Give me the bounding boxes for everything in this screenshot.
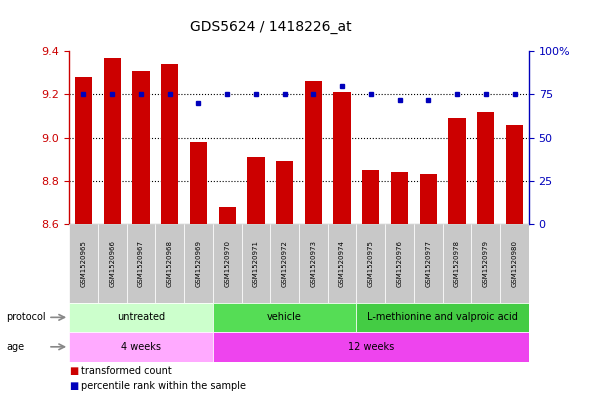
Text: percentile rank within the sample: percentile rank within the sample <box>81 381 246 391</box>
Text: untreated: untreated <box>117 312 165 322</box>
Bar <box>184 224 213 303</box>
Text: GSM1520968: GSM1520968 <box>166 240 172 287</box>
Text: GSM1520978: GSM1520978 <box>454 240 460 287</box>
Bar <box>299 224 328 303</box>
Bar <box>448 118 466 224</box>
Text: vehicle: vehicle <box>267 312 302 322</box>
Bar <box>391 172 408 224</box>
Text: transformed count: transformed count <box>81 366 172 376</box>
Bar <box>385 224 414 303</box>
Text: GSM1520975: GSM1520975 <box>368 240 374 287</box>
Bar <box>242 224 270 303</box>
Text: ■: ■ <box>69 381 78 391</box>
Bar <box>219 207 236 224</box>
Text: GSM1520974: GSM1520974 <box>339 240 345 287</box>
Bar <box>155 224 184 303</box>
Bar <box>305 81 322 224</box>
Bar <box>477 112 495 224</box>
Bar <box>500 224 529 303</box>
Bar <box>98 224 127 303</box>
Bar <box>334 92 351 224</box>
Text: GSM1520977: GSM1520977 <box>426 240 432 287</box>
Text: GSM1520972: GSM1520972 <box>282 240 288 287</box>
Bar <box>213 303 356 332</box>
Text: GSM1520966: GSM1520966 <box>109 240 115 287</box>
Bar <box>69 303 213 332</box>
Bar <box>506 125 523 224</box>
Bar <box>247 157 264 224</box>
Text: protocol: protocol <box>6 312 46 322</box>
Bar <box>356 224 385 303</box>
Text: GSM1520969: GSM1520969 <box>195 240 201 287</box>
Bar <box>362 170 379 224</box>
Text: GSM1520979: GSM1520979 <box>483 240 489 287</box>
Text: GSM1520973: GSM1520973 <box>310 240 316 287</box>
Text: GSM1520965: GSM1520965 <box>81 240 87 287</box>
Bar <box>69 332 213 362</box>
Bar <box>190 142 207 224</box>
Text: GSM1520970: GSM1520970 <box>224 240 230 287</box>
Bar <box>356 303 529 332</box>
Bar <box>75 77 92 224</box>
Bar <box>213 224 242 303</box>
Text: ■: ■ <box>69 366 78 376</box>
Bar <box>213 332 529 362</box>
Bar <box>276 161 293 224</box>
Text: 12 weeks: 12 weeks <box>348 342 394 352</box>
Text: GSM1520967: GSM1520967 <box>138 240 144 287</box>
Bar <box>132 70 150 224</box>
Bar <box>270 224 299 303</box>
Bar <box>443 224 471 303</box>
Text: age: age <box>6 342 24 352</box>
Bar <box>471 224 500 303</box>
Text: L-methionine and valproic acid: L-methionine and valproic acid <box>367 312 518 322</box>
Bar <box>127 224 155 303</box>
Bar <box>328 224 356 303</box>
Bar <box>103 57 121 224</box>
Text: 4 weeks: 4 weeks <box>121 342 161 352</box>
Text: GDS5624 / 1418226_at: GDS5624 / 1418226_at <box>190 20 351 34</box>
Text: GSM1520971: GSM1520971 <box>253 240 259 287</box>
Text: GSM1520980: GSM1520980 <box>511 240 517 287</box>
Bar <box>414 224 443 303</box>
Bar <box>161 64 178 224</box>
Text: GSM1520976: GSM1520976 <box>397 240 403 287</box>
Bar <box>419 174 437 224</box>
Bar <box>69 224 98 303</box>
